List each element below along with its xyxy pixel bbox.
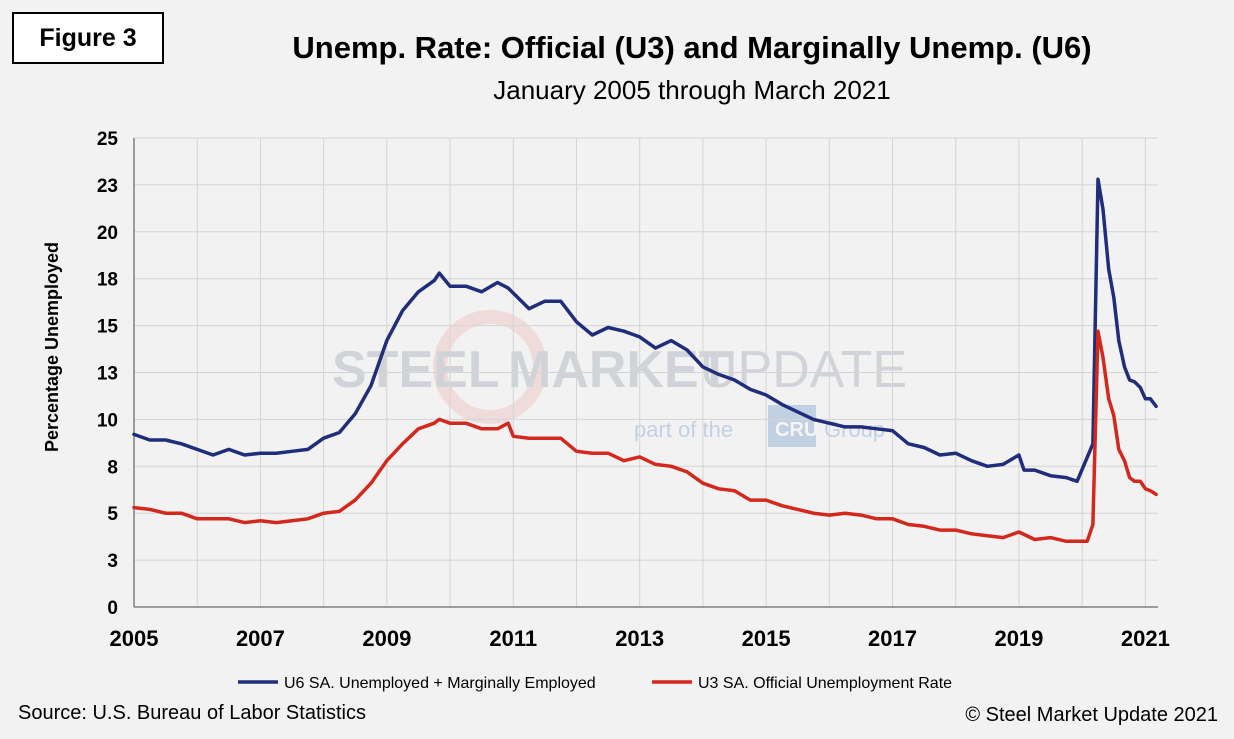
x-tick-label: 2015 [742,626,791,651]
y-tick-label: 5 [107,504,118,525]
watermark-brand-a: STEEL [332,341,500,399]
y-tick-label: 25 [97,129,119,150]
line-chart: STEEL MARKET UPDATE part of the CRU Grou… [42,129,1170,692]
y-tick-label: 0 [107,598,118,619]
y-axis-label: Percentage Unemployed [42,242,62,452]
y-tick-label: 3 [107,551,118,572]
watermark-tagline-pre: part of the [634,417,733,442]
y-tick-label: 10 [97,410,118,431]
y-tick-label: 18 [97,270,118,291]
y-tick-label: 20 [97,223,118,244]
series-lines [132,177,1158,544]
chart-title: Unemp. Rate: Official (U3) and Marginall… [292,30,1092,65]
watermark-cru-box [768,405,816,447]
x-tick-label: 2011 [489,626,537,651]
x-tick-label: 2019 [994,626,1043,651]
legend-label-u6: U6 SA. Unemployed + Marginally Employed [284,675,596,692]
legend: U6 SA. Unemployed + Marginally Employed U… [238,675,952,692]
watermark-brand-b: MARKET [508,341,731,399]
source-note: Source: U.S. Bureau of Labor Statistics [18,702,366,724]
legend-label-u3: U3 SA. Official Unemployment Rate [698,675,952,692]
figure-label: Figure 3 [12,12,164,64]
x-tick-label: 2009 [362,626,411,651]
u6-series-line [132,177,1158,484]
watermark-tagline-logo: CRU [775,419,818,441]
y-tick-label: 8 [107,457,118,478]
x-tick-label: 2013 [615,626,664,651]
x-tick-label: 2007 [236,626,285,651]
chart-subtitle: January 2005 through March 2021 [493,75,891,105]
y-tick-label: 15 [97,317,119,338]
x-tick-label: 2005 [110,626,159,651]
copyright-note: © Steel Market Update 2021 [965,704,1218,726]
watermark-brand-c: UPDATE [700,341,907,399]
y-tick-label: 23 [97,176,118,197]
u3-series-line [132,329,1158,544]
gridlines [134,137,1158,607]
x-tick-label: 2017 [868,626,917,651]
axes: 0 3 5 8 10 13 15 18 20 23 25 2005 2007 2009 2011 2013 20… [97,129,1170,651]
watermark-logo: STEEL MARKET UPDATE part of the CRU Grou… [332,310,907,447]
watermark-swoosh [433,310,547,424]
y-tick-label: 13 [97,364,118,385]
x-tick-label: 2021 [1121,626,1170,651]
